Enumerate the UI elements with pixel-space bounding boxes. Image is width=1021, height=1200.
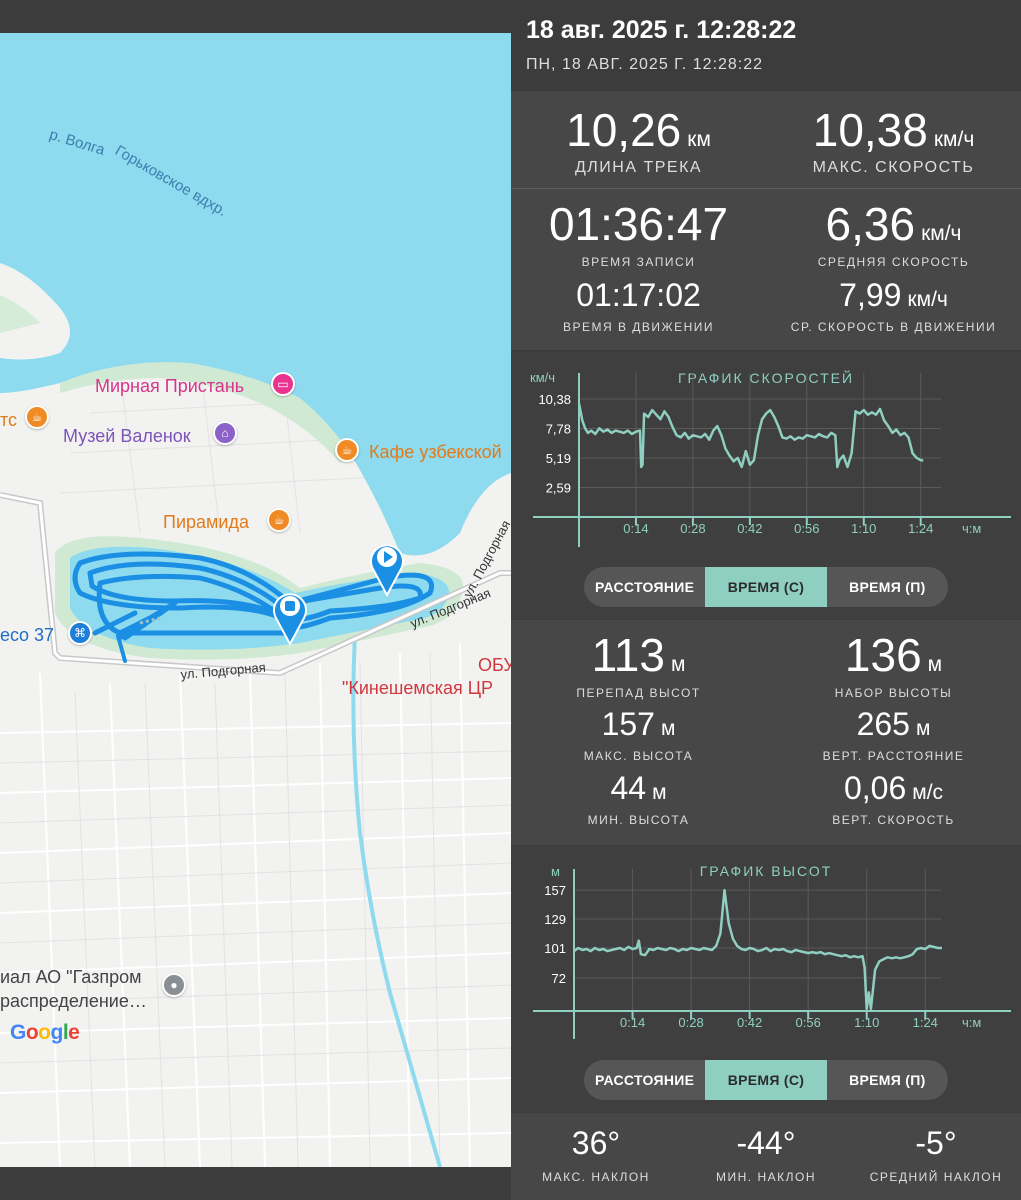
altitude-chart-x-tick-label: 0:56 bbox=[796, 1015, 821, 1030]
poi-eco-label[interactable]: eco 37 bbox=[0, 625, 55, 645]
stat-max-speed: 10,38 км/ч МАКС. СКОРОСТЬ bbox=[812, 104, 975, 176]
stat-moving-time: 01:17:02 ВРЕМЯ В ДВИЖЕНИИ bbox=[562, 277, 715, 334]
speed-mode-time-moving[interactable]: ВРЕМЯ (П) bbox=[849, 579, 926, 595]
stat-elevation-diff: 113 м ПЕРЕПАД ВЫСОТ bbox=[576, 629, 701, 700]
speed-chart-title: ГРАФИК СКОРОСТЕЙ bbox=[677, 370, 855, 386]
speed-chart-mode-toggle[interactable]: РАССТОЯНИЕ ВРЕМЯ (С) ВРЕМЯ (П) bbox=[584, 567, 948, 607]
poi-crb-label[interactable]: "Кинешемская ЦР bbox=[342, 678, 494, 698]
stat-min-slope: -44° МИН. НАКЛОН bbox=[716, 1125, 816, 1184]
cafe-icon-left[interactable]: ☕ bbox=[25, 405, 49, 429]
poi-gazprom-label-1[interactable]: иал АО "Газпром bbox=[0, 967, 142, 987]
speed-series-line bbox=[577, 403, 924, 469]
stat-avg-slope: -5° СРЕДНИЙ НАКЛОН bbox=[869, 1125, 1003, 1184]
hotel-icon[interactable]: ▭ bbox=[271, 372, 295, 396]
stat-vertical-distance: 265 м ВЕРТ. РАССТОЯНИЕ bbox=[822, 706, 965, 763]
stat-min-altitude: 44 м МИН. ВЫСОТА bbox=[587, 770, 690, 827]
track-start-marker-icon[interactable] bbox=[369, 539, 405, 597]
track-end-marker-icon[interactable] bbox=[272, 588, 308, 646]
speed-mode-time-total[interactable]: ВРЕМЯ (С) bbox=[705, 567, 827, 607]
altitude-chart-y-tick-label: 157 bbox=[544, 883, 566, 898]
altitude-series-line bbox=[573, 888, 942, 1011]
stat-track-length: 10,26 км ДЛИНА ТРЕКА bbox=[566, 104, 711, 176]
stat-max-slope: 36° МАКС. НАКЛОН bbox=[542, 1125, 650, 1184]
map-view[interactable]: р. Волга Горьковское вдхр. ▭ Мирная Прис… bbox=[0, 33, 511, 1167]
speed-chart-block: ГРАФИК СКОРОСТЕЙ км/ч ч:м 10,38 7,78 5,19 2… bbox=[511, 351, 1021, 619]
altitude-chart-x-tick-label: 0:42 bbox=[737, 1015, 762, 1030]
stat-elevation-gain: 136 м НАБОР ВЫСОТЫ bbox=[834, 629, 953, 700]
speed-chart-x-unit: ч:м bbox=[962, 521, 981, 536]
altitude-chart-y-tick-label: 129 bbox=[544, 912, 566, 927]
altitude-chart-x-tick-label: 0:14 bbox=[620, 1015, 645, 1030]
altitude-mode-time-moving[interactable]: ВРЕМЯ (П) bbox=[849, 1072, 926, 1088]
altitude-mode-distance[interactable]: РАССТОЯНИЕ bbox=[595, 1072, 695, 1088]
altitude-chart[interactable]: м ч:м 157 129 101 72 0:14 0:28 0:42 0:56 1:10 1:… bbox=[511, 846, 1021, 1051]
cafe-icon-piramida[interactable]: ☕ bbox=[267, 508, 291, 532]
speed-chart[interactable]: км/ч ч:м 10,38 7,78 5,19 2,59 0:14 0:28 0:42 0… bbox=[511, 351, 1021, 561]
poi-obu-label[interactable]: ОБУ bbox=[478, 655, 511, 675]
poi-cafe-uz-label[interactable]: Кафе узбекской bbox=[369, 442, 502, 462]
altitude-chart-block: ГРАФИК ВЫСОТ м ч:м 157 129 101 72 0:14 0:28 0… bbox=[511, 846, 1021, 1112]
museum-icon[interactable]: ⌂ bbox=[213, 421, 237, 445]
altitude-stats-block: 113 м ПЕРЕПАД ВЫСОТ 136 м НАБОР ВЫСОТЫ 157… bbox=[511, 620, 1021, 845]
speed-chart-y-tick-label: 5,19 bbox=[546, 451, 571, 466]
altitude-chart-x-unit: ч:м bbox=[962, 1015, 981, 1030]
google-logo: Google bbox=[10, 1021, 80, 1044]
shop-icon[interactable]: ⌘ bbox=[68, 621, 92, 645]
poi-piramida-label[interactable]: Пирамида bbox=[163, 512, 249, 532]
speed-chart-x-tick-label: 1:24 bbox=[908, 521, 933, 536]
poi-cafe-left-label[interactable]: тс bbox=[0, 410, 18, 430]
speed-mode-distance[interactable]: РАССТОЯНИЕ bbox=[595, 579, 695, 595]
stat-avg-moving-speed: 7,99 км/ч СР. СКОРОСТЬ В ДВИЖЕНИИ bbox=[790, 277, 997, 334]
track-title: 18 авг. 2025 г. 12:28:22 bbox=[526, 16, 797, 44]
stat-avg-speed: 6,36 км/ч СРЕДНЯЯ СКОРОСТЬ bbox=[817, 198, 970, 269]
panel-header: 18 авг. 2025 г. 12:28:22 ПН, 18 АВГ. 202… bbox=[511, 0, 1021, 91]
stats-panel: 18 авг. 2025 г. 12:28:22 ПН, 18 АВГ. 202… bbox=[511, 0, 1021, 1200]
speed-chart-y-tick-label: 10,38 bbox=[538, 392, 571, 407]
altitude-chart-mode-toggle[interactable]: РАССТОЯНИЕ ВРЕМЯ (С) ВРЕМЯ (П) bbox=[584, 1060, 948, 1100]
cafe-icon-uz[interactable]: ☕ bbox=[335, 438, 359, 462]
speed-chart-x-tick-label: 0:28 bbox=[680, 521, 705, 536]
altitude-chart-y-unit: м bbox=[551, 864, 560, 879]
speed-chart-y-tick-label: 2,59 bbox=[546, 481, 571, 496]
poi-pristan-label[interactable]: Мирная Пристань bbox=[95, 376, 245, 396]
speed-chart-x-tick-label: 0:56 bbox=[794, 521, 819, 536]
altitude-chart-x-tick-label: 1:24 bbox=[913, 1015, 938, 1030]
speed-chart-y-tick-label: 7,78 bbox=[546, 422, 571, 437]
poi-museum-label[interactable]: Музей Валенок bbox=[63, 426, 191, 446]
altitude-mode-time-total[interactable]: ВРЕМЯ (С) bbox=[705, 1060, 827, 1100]
stat-vertical-speed: 0,06 м/с ВЕРТ. СКОРОСТЬ bbox=[832, 770, 955, 827]
altitude-chart-y-tick-label: 72 bbox=[552, 971, 566, 986]
speed-chart-y-unit: км/ч bbox=[530, 370, 555, 385]
speed-chart-x-tick-label: 0:42 bbox=[737, 521, 762, 536]
track-subtitle: ПН, 18 АВГ. 2025 Г. 12:28:22 bbox=[526, 56, 764, 73]
altitude-chart-title: ГРАФИК ВЫСОТ bbox=[699, 863, 833, 879]
place-icon-gazprom[interactable]: ● bbox=[162, 973, 186, 997]
altitude-chart-y-tick-label: 101 bbox=[544, 941, 566, 956]
slope-stats-block: 36° МАКС. НАКЛОН -44° МИН. НАКЛОН -5° СР… bbox=[511, 1113, 1021, 1200]
speed-chart-x-tick-label: 0:14 bbox=[623, 521, 648, 536]
stat-max-altitude: 157 м МАКС. ВЫСОТА bbox=[583, 706, 694, 763]
speed-chart-x-tick-label: 1:10 bbox=[851, 521, 876, 536]
summary-stats-block: 10,26 км ДЛИНА ТРЕКА 10,38 км/ч МАКС. СКОР… bbox=[511, 91, 1021, 350]
stat-record-time: 01:36:47 ВРЕМЯ ЗАПИСИ bbox=[548, 198, 729, 269]
poi-gazprom-label-2[interactable]: распределение… bbox=[0, 991, 147, 1011]
map-canvas[interactable] bbox=[0, 33, 511, 1167]
altitude-chart-x-tick-label: 0:28 bbox=[678, 1015, 703, 1030]
altitude-chart-x-tick-label: 1:10 bbox=[854, 1015, 879, 1030]
